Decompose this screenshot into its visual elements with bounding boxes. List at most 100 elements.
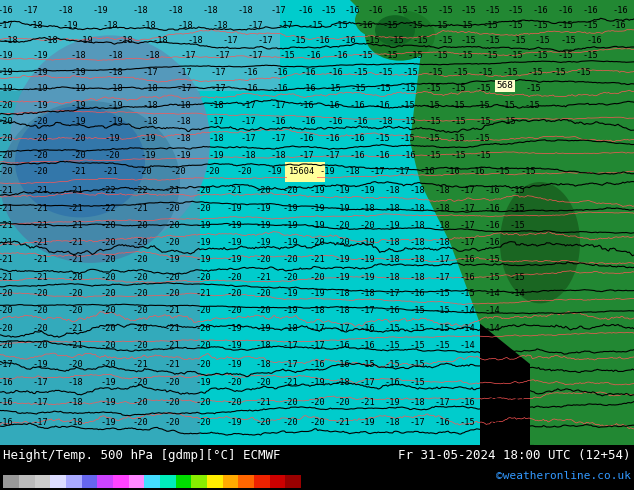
Text: -20: -20 — [255, 378, 271, 387]
Text: -18: -18 — [334, 289, 350, 298]
Text: -15: -15 — [484, 398, 500, 407]
Text: -17: -17 — [210, 84, 226, 94]
Text: -20: -20 — [334, 238, 350, 247]
Text: -16: -16 — [272, 84, 288, 94]
Text: -18: -18 — [434, 204, 450, 213]
Text: -19: -19 — [309, 186, 325, 195]
Text: -17: -17 — [214, 51, 230, 60]
Text: -21: -21 — [164, 360, 180, 368]
Text: -20: -20 — [0, 100, 13, 110]
Text: -21: -21 — [32, 204, 48, 213]
Text: -22: -22 — [132, 186, 148, 195]
Text: -17: -17 — [210, 68, 226, 77]
Bar — [145, 475, 160, 488]
Bar — [223, 475, 238, 488]
Text: -15: -15 — [550, 68, 566, 77]
Text: -19: -19 — [319, 168, 335, 176]
Text: ©weatheronline.co.uk: ©weatheronline.co.uk — [496, 471, 631, 481]
Bar — [66, 475, 82, 488]
Text: -19: -19 — [255, 324, 271, 333]
Bar — [176, 475, 191, 488]
Text: -18: -18 — [42, 36, 58, 45]
Bar — [207, 475, 223, 488]
Text: -15: -15 — [399, 134, 415, 143]
Text: -20: -20 — [32, 134, 48, 143]
Text: -16: -16 — [484, 221, 500, 230]
Text: -20: -20 — [32, 289, 48, 298]
Text: -15: -15 — [409, 324, 425, 333]
Text: -15: -15 — [474, 134, 490, 143]
Text: -19: -19 — [226, 342, 242, 350]
Text: -18: -18 — [167, 5, 183, 15]
Text: -20: -20 — [226, 289, 242, 298]
Text: -15: -15 — [384, 324, 400, 333]
Ellipse shape — [15, 106, 145, 218]
Text: -21: -21 — [0, 255, 13, 265]
Text: -15: -15 — [425, 84, 441, 94]
Text: -15: -15 — [352, 68, 368, 77]
Text: -15: -15 — [507, 21, 523, 30]
Text: -20: -20 — [226, 398, 242, 407]
Text: -20: -20 — [309, 418, 325, 427]
Text: -20: -20 — [32, 151, 48, 160]
Text: -17: -17 — [180, 51, 196, 60]
Text: -15: -15 — [409, 378, 425, 387]
Text: -15: -15 — [427, 68, 443, 77]
Text: -17: -17 — [270, 5, 286, 15]
Text: -15: -15 — [432, 51, 448, 60]
Text: -15: -15 — [449, 134, 465, 143]
Text: -15: -15 — [525, 84, 541, 94]
Text: -20: -20 — [359, 221, 375, 230]
Text: -20: -20 — [0, 324, 13, 333]
Text: -16: -16 — [400, 151, 416, 160]
Text: -20: -20 — [32, 342, 48, 350]
Text: -15: -15 — [532, 21, 548, 30]
Text: -18: -18 — [208, 100, 224, 110]
Text: -16: -16 — [409, 289, 425, 298]
Text: -15: -15 — [375, 84, 391, 94]
Text: -20: -20 — [164, 418, 180, 427]
Text: -18: -18 — [359, 204, 375, 213]
Text: -17: -17 — [459, 186, 475, 195]
Text: -17: -17 — [32, 378, 48, 387]
Text: -16: -16 — [0, 378, 13, 387]
Text: -15: -15 — [407, 21, 423, 30]
Text: -16: -16 — [582, 5, 598, 15]
Text: -18: -18 — [142, 84, 158, 94]
Text: -21: -21 — [67, 238, 83, 247]
Text: -15: -15 — [374, 134, 390, 143]
Ellipse shape — [365, 10, 435, 61]
Text: -21: -21 — [164, 306, 180, 315]
Text: -19: -19 — [70, 117, 86, 126]
Text: -18: -18 — [177, 21, 193, 30]
Text: -15: -15 — [449, 100, 465, 110]
Text: -19: -19 — [164, 255, 180, 265]
Bar — [50, 475, 66, 488]
FancyBboxPatch shape — [160, 0, 480, 445]
Text: -15: -15 — [457, 21, 473, 30]
Text: -19: -19 — [282, 204, 298, 213]
Text: -18: -18 — [175, 134, 191, 143]
Text: -16: -16 — [459, 255, 475, 265]
Polygon shape — [410, 0, 634, 445]
Text: -20: -20 — [226, 378, 242, 387]
Text: -14: -14 — [459, 342, 475, 350]
Text: -16: -16 — [305, 51, 321, 60]
FancyBboxPatch shape — [285, 162, 325, 182]
Text: -19: -19 — [359, 418, 375, 427]
Text: -14: -14 — [484, 324, 500, 333]
Text: -20: -20 — [32, 168, 48, 176]
Text: -20: -20 — [132, 342, 148, 350]
Text: -17: -17 — [270, 134, 286, 143]
Text: -19: -19 — [32, 68, 48, 77]
Text: -17: -17 — [240, 100, 256, 110]
Text: -20: -20 — [67, 360, 83, 368]
Text: -19: -19 — [107, 100, 123, 110]
Text: -20: -20 — [70, 134, 86, 143]
Text: -15: -15 — [382, 21, 398, 30]
Text: -20: -20 — [100, 306, 116, 315]
Text: -20: -20 — [282, 186, 298, 195]
Text: -21: -21 — [255, 272, 271, 282]
Bar — [129, 475, 145, 488]
Text: -19: -19 — [140, 151, 156, 160]
